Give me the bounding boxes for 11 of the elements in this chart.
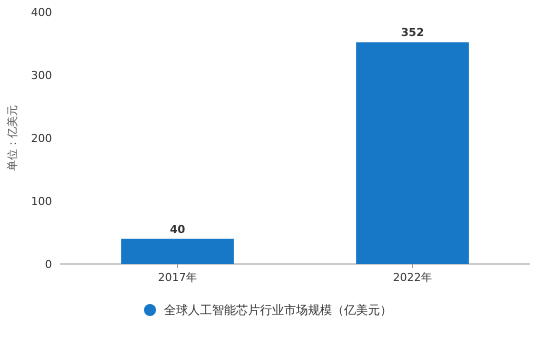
y-axis-title: 单位：亿美元 [6, 105, 19, 171]
y-tick-label: 200 [31, 132, 52, 145]
y-tick-label: 400 [31, 6, 52, 19]
data-label: 352 [401, 26, 424, 40]
x-tick-label: 2022年 [393, 271, 432, 284]
data-label: 40 [170, 222, 186, 236]
y-tick-label: 300 [31, 69, 52, 82]
y-tick-label: 0 [45, 258, 52, 271]
x-tick-label: 2017年 [158, 271, 197, 284]
legend-label: 全球人工智能芯片行业市场规模（亿美元） [164, 303, 392, 317]
y-tick-label: 100 [31, 195, 52, 208]
